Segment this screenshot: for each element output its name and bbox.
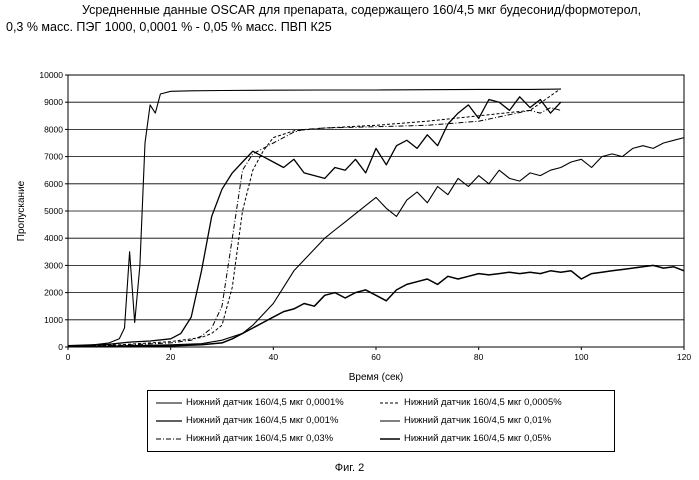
y-tick-label: 9000 (44, 97, 63, 107)
data-series (68, 89, 684, 347)
y-tick-label: 2000 (44, 288, 63, 298)
y-tick-label: 0 (58, 342, 63, 352)
legend: Нижний датчик 160/4,5 мкг 0,0001% Нижний… (147, 390, 615, 452)
x-axis-label: Время (сек) (349, 372, 403, 383)
legend-item: Нижний датчик 160/4,5 мкг 0,05% (380, 433, 551, 444)
legend-label: Нижний датчик 160/4,5 мкг 0,03% (186, 433, 333, 444)
series-line-1 (68, 89, 561, 346)
legend-item: Нижний датчик 160/4,5 мкг 0,001% (156, 415, 338, 426)
legend-label: Нижний датчик 160/4,5 мкг 0,0005% (404, 397, 562, 408)
x-tick-label: 120 (677, 352, 691, 362)
y-axis: 0 1000 2000 3000 4000 5000 6000 7000 8000 9000 100… (39, 70, 68, 352)
legend-line-dash-icon (380, 400, 400, 406)
y-tick-label: 6000 (44, 179, 63, 189)
x-tick-label: 100 (574, 352, 588, 362)
y-tick-label: 3000 (44, 260, 63, 270)
figure-caption: Фиг. 2 (0, 462, 699, 474)
legend-label: Нижний датчик 160/4,5 мкг 0,001% (186, 415, 338, 426)
y-tick-label: 4000 (44, 233, 63, 243)
x-tick-label: 60 (371, 352, 381, 362)
x-axis: 0 20 40 60 80 100 120 (66, 347, 692, 362)
y-tick-label: 5000 (44, 206, 63, 216)
legend-line-solid-icon (380, 436, 400, 442)
series-line-4 (68, 138, 684, 347)
x-tick-label: 20 (166, 352, 176, 362)
legend-label: Нижний датчик 160/4,5 мкг 0,01% (404, 415, 551, 426)
legend-item: Нижний датчик 160/4,5 мкг 0,0001% (156, 397, 344, 408)
x-tick-label: 80 (474, 352, 484, 362)
legend-line-solid-icon (156, 418, 182, 424)
gridlines (68, 102, 684, 320)
legend-item: Нижний датчик 160/4,5 мкг 0,0005% (380, 397, 562, 408)
y-tick-label: 7000 (44, 152, 63, 162)
legend-line-solid-icon (380, 418, 400, 424)
legend-item: Нижний датчик 160/4,5 мкг 0,01% (380, 415, 551, 426)
legend-label: Нижний датчик 160/4,5 мкг 0,0001% (186, 397, 344, 408)
x-tick-label: 0 (66, 352, 71, 362)
legend-item: Нижний датчик 160/4,5 мкг 0,03% (156, 433, 333, 444)
legend-label: Нижний датчик 160/4,5 мкг 0,05% (404, 433, 551, 444)
y-tick-label: 1000 (44, 315, 63, 325)
legend-line-solid-icon (156, 400, 182, 406)
y-tick-label: 8000 (44, 124, 63, 134)
legend-line-dashdot-icon (156, 436, 182, 442)
x-tick-label: 40 (269, 352, 279, 362)
y-tick-label: 10000 (39, 70, 63, 80)
series-line-6 (68, 265, 684, 346)
y-axis-label: Пропускание (16, 180, 27, 241)
